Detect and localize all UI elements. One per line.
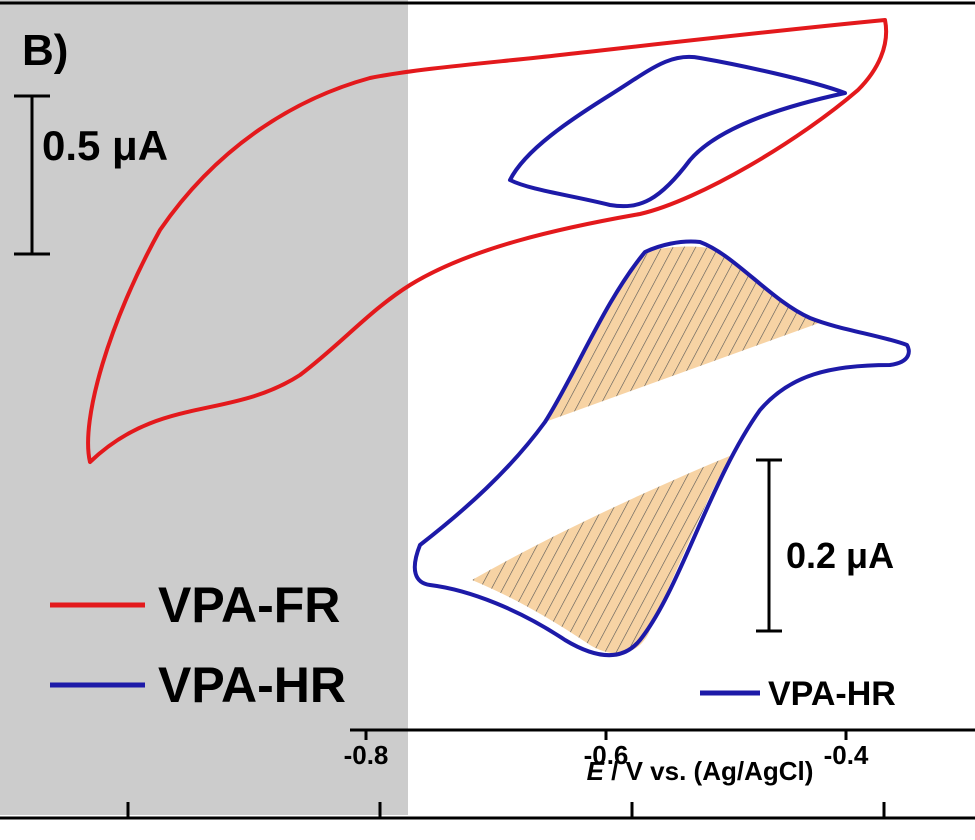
x-axis-label-rest: / V vs. (Ag/AgCl) xyxy=(604,756,813,786)
scale-bar-large-label: 0.5 μA xyxy=(42,122,168,169)
x-tick-label: -0.6 xyxy=(584,740,629,770)
legend-label-vpa-hr: VPA-HR xyxy=(158,657,346,713)
x-axis: -0.8 -0.6 -0.4 xyxy=(344,728,975,770)
hatched-area-lower xyxy=(472,455,732,654)
legend-label-vpa-hr-inset: VPA-HR xyxy=(768,675,896,713)
scale-bar-small-label: 0.2 μA xyxy=(786,535,894,576)
hatched-area-upper xyxy=(545,246,822,422)
x-axis-label-italic: E xyxy=(587,756,605,786)
series-line-vpa-hr-upper xyxy=(508,54,847,209)
series-line-vpa-fr xyxy=(86,18,889,464)
x-axis-label: E / V vs. (Ag/AgCl) xyxy=(587,756,814,786)
series-line-vpa-hr-lower xyxy=(412,239,911,658)
x-tick-label: -0.8 xyxy=(344,740,389,770)
x-tick-label: -0.4 xyxy=(824,740,869,770)
legend-label-vpa-fr: VPA-FR xyxy=(158,577,340,633)
panel-label: B) xyxy=(22,26,68,75)
